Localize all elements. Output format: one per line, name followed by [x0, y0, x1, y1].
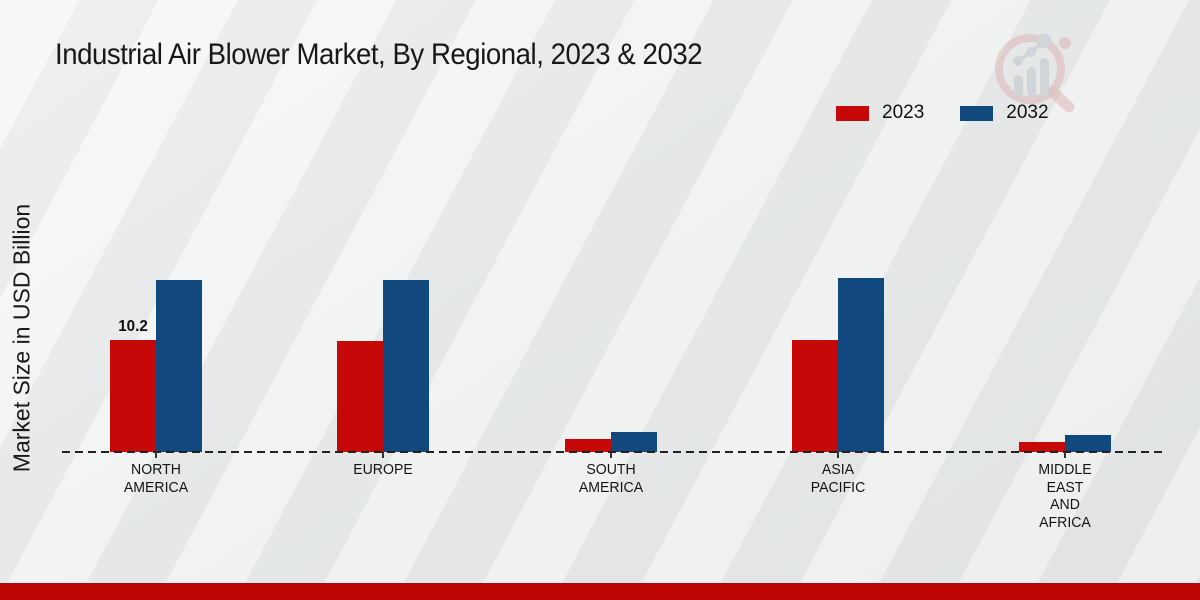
x-category-label-line: AMERICA	[123, 478, 189, 496]
value-label-2023-north-america: 10.2	[118, 318, 148, 335]
legend-item-2023: 2023	[836, 102, 924, 124]
bar-2032-south-america	[610, 432, 657, 452]
bar-2023-europe	[337, 341, 384, 452]
chart-title: Industrial Air Blower Market, By Regiona…	[55, 38, 703, 71]
legend-label-2032: 2032	[1006, 102, 1049, 123]
bar-2023-north-america	[110, 340, 156, 452]
bar-2032-north-america	[156, 280, 202, 452]
legend-swatch-2023	[836, 105, 869, 121]
x-category-label-line: AND	[1050, 496, 1080, 513]
legend-swatch-2032	[960, 105, 994, 121]
x-category-label-europe: EUROPE	[308, 461, 458, 479]
x-category-label-line: AMERICA	[578, 478, 643, 496]
legend: 2023 2032	[836, 102, 1049, 124]
x-tick-asia-pacific	[836, 452, 839, 458]
x-category-label-asia-pacific: ASIA PACIFIC	[763, 461, 913, 496]
x-category-label-line: EUROPE	[353, 461, 414, 478]
x-tick-south-america	[609, 452, 612, 458]
x-tick-europe	[382, 452, 385, 458]
brand-logo-watermark-icon	[992, 28, 1084, 123]
x-category-label-south-america: SOUTH AMERICA	[535, 461, 685, 496]
bar-2032-europe	[383, 280, 430, 452]
legend-item-2032: 2032	[960, 102, 1049, 124]
x-category-label-line: AFRICA	[1039, 513, 1091, 531]
x-category-label-line: NORTH	[131, 461, 181, 478]
x-category-label-north-america: NORTH AMERICA	[81, 461, 231, 496]
x-category-label-line: MIDDLE	[1038, 461, 1092, 478]
bar-2032-middle-east-and-africa	[1065, 435, 1111, 452]
bar-2023-middle-east-and-africa	[1019, 442, 1065, 452]
bar-2023-asia-pacific	[791, 340, 838, 452]
x-category-label-line: PACIFIC	[810, 478, 866, 496]
footer-red-band	[0, 583, 1200, 600]
zero-baseline-dashed	[62, 451, 1162, 453]
x-tick-middle-east-and-africa	[1064, 452, 1066, 458]
magnifier-barchart-icon	[995, 33, 1075, 113]
x-category-label-line: ASIA	[821, 461, 854, 478]
x-category-label-middle-east-and-africa: MIDDLE EAST AND AFRICA	[990, 461, 1140, 531]
legend-label-2023: 2023	[882, 102, 925, 123]
x-tick-north-america	[155, 452, 157, 458]
x-category-label-line: EAST	[1046, 478, 1084, 496]
x-category-label-line: SOUTH	[585, 461, 636, 478]
bar-2032-asia-pacific	[837, 278, 884, 452]
bar-2023-south-america	[564, 439, 611, 452]
